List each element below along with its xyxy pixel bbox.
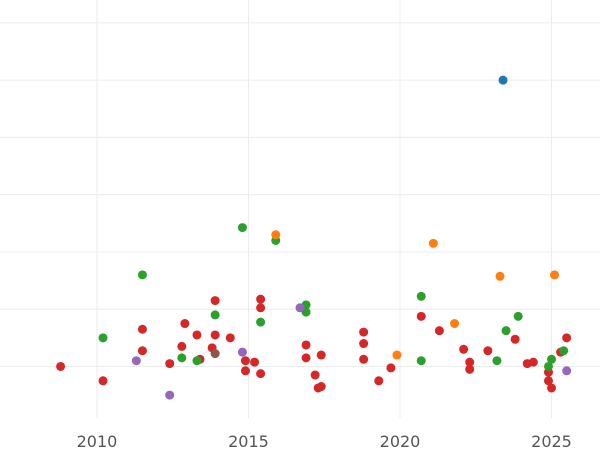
data-point-orange [392,350,402,360]
data-point-red [210,330,220,340]
data-point-red [177,341,187,351]
data-point-red [301,340,311,350]
data-point-red [316,382,326,392]
data-point-red [434,326,444,336]
data-point-red [316,350,326,360]
data-point-orange [495,271,505,281]
data-point-red [301,353,311,363]
data-point-red [465,364,475,374]
data-point-red [483,346,493,356]
data-point-red [180,319,190,329]
data-point-red [562,333,572,343]
data-point-green [98,333,108,343]
data-point-green [256,317,266,327]
data-point-green [416,356,426,366]
x-tick-label: 2015 [228,432,269,450]
x-tick-label: 2025 [531,432,572,450]
data-point-green [492,356,502,366]
data-point-red [256,294,266,304]
grid-layer [0,0,600,418]
data-point-green [543,361,553,371]
data-point-green [559,346,569,356]
x-tick-label: 2020 [380,432,421,450]
data-point-red [459,344,469,354]
data-point-red [547,383,557,393]
data-point-red [98,376,108,386]
data-point-red [528,357,538,367]
data-point-green [501,326,511,336]
data-point-green [237,223,247,233]
data-point-green [547,354,557,364]
data-point-green [137,270,147,280]
data-point-green [192,356,202,366]
data-point-green [416,291,426,301]
data-point-red [386,363,396,373]
data-point-red [359,354,369,364]
data-point-blue [498,75,508,85]
data-point-red [137,324,147,334]
data-point-red [240,356,250,366]
data-point-red [374,376,384,386]
data-point-red [416,311,426,321]
data-point-orange [428,238,438,248]
data-point-green [177,353,187,363]
x-tick-label: 2010 [77,432,118,450]
data-point-purple [562,366,572,376]
data-point-purple [295,303,305,313]
data-point-red [256,369,266,379]
data-point-red [250,357,260,367]
data-point-red [510,334,520,344]
data-point-red [56,361,66,371]
data-point-red [543,376,553,386]
data-point-green [513,311,523,321]
data-point-red [165,359,175,369]
data-point-red [256,303,266,313]
data-point-purple [131,356,141,366]
data-point-red [310,370,320,380]
data-point-red [137,346,147,356]
data-point-green [210,310,220,320]
data-point-brown [210,349,220,359]
data-point-orange [450,319,460,329]
data-points [56,75,572,400]
data-point-red [225,333,235,343]
data-point-purple [165,390,175,400]
data-point-orange [271,230,281,240]
data-point-red [359,327,369,337]
x-tick-labels: 2010 2015 2020 2025 [77,432,572,450]
data-point-red [210,296,220,306]
data-point-red [465,357,475,367]
data-point-red [359,339,369,349]
data-point-red [192,330,202,340]
data-point-red [240,366,250,376]
data-point-orange [550,270,560,280]
data-point-purple [237,347,247,357]
